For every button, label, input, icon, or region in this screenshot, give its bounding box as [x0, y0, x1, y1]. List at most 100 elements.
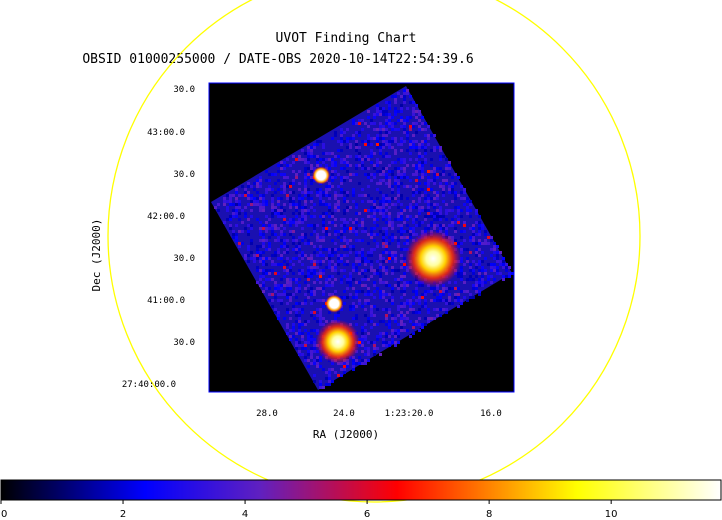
- noise-pixel: [292, 329, 295, 332]
- noise-pixel: [397, 329, 400, 332]
- noise-pixel: [436, 203, 439, 206]
- noise-pixel: [343, 290, 346, 293]
- noise-pixel: [433, 203, 436, 206]
- noise-pixel: [316, 308, 319, 311]
- noise-pixel: [289, 329, 292, 332]
- noise-pixel: [394, 320, 397, 323]
- noise-pixel: [295, 215, 298, 218]
- noise-pixel: [283, 284, 286, 287]
- noise-pixel: [379, 332, 382, 335]
- noise-pixel: [379, 107, 382, 110]
- noise-pixel: [403, 158, 406, 161]
- noise-pixel: [334, 290, 337, 293]
- noise-pixel: [403, 128, 406, 131]
- noise-pixel: [475, 212, 478, 215]
- noise-pixel: [376, 158, 379, 161]
- noise-pixel: [388, 284, 391, 287]
- noise-pixel: [457, 221, 460, 224]
- noise-pixel: [397, 182, 400, 185]
- noise-pixel: [268, 272, 271, 275]
- noise-pixel: [415, 131, 418, 134]
- noise-pixel: [277, 263, 280, 266]
- noise-pixel: [268, 179, 271, 182]
- noise-pixel: [400, 137, 403, 140]
- noise-pixel: [316, 320, 319, 323]
- noise-pixel: [295, 308, 298, 311]
- noise-pixel: [352, 137, 355, 140]
- noise-pixel: [310, 257, 313, 260]
- noise-pixel: [352, 134, 355, 137]
- noise-pixel: [259, 239, 262, 242]
- noise-pixel: [409, 230, 412, 233]
- noise-pixel: [301, 323, 304, 326]
- noise-pixel: [355, 305, 358, 308]
- y-tick-label: 43:00.0: [147, 128, 185, 138]
- noise-pixel: [370, 293, 373, 296]
- noise-pixel: [376, 245, 379, 248]
- noise-pixel: [466, 260, 469, 263]
- noise-pixel: [295, 287, 298, 290]
- noise-pixel: [391, 137, 394, 140]
- noise-pixel: [259, 185, 262, 188]
- noise-pixel: [397, 173, 400, 176]
- noise-pixel: [421, 206, 424, 209]
- noise-pixel: [478, 230, 481, 233]
- noise-pixel: [454, 299, 457, 302]
- noise-pixel: [277, 179, 280, 182]
- noise-pixel: [388, 221, 391, 224]
- noise-pixel: [328, 266, 331, 269]
- noise-pixel: [295, 311, 298, 314]
- noise-pixel: [388, 212, 391, 215]
- noise-pixel: [373, 248, 376, 251]
- noise-pixel: [409, 302, 412, 305]
- noise-pixel: [418, 323, 421, 326]
- noise-pixel: [418, 164, 421, 167]
- noise-pixel: [307, 194, 310, 197]
- noise-pixel: [268, 236, 271, 239]
- noise-pixel: [346, 170, 349, 173]
- noise-pixel: [298, 344, 301, 347]
- noise-pixel: [397, 191, 400, 194]
- noise-pixel: [475, 209, 478, 212]
- noise-pixel: [346, 281, 349, 284]
- noise-pixel: [244, 191, 247, 194]
- noise-pixel: [346, 362, 349, 365]
- noise-pixel: [427, 308, 430, 311]
- noise-pixel: [268, 242, 271, 245]
- noise-pixel: [271, 203, 274, 206]
- noise-pixel: [340, 161, 343, 164]
- noise-pixel: [358, 356, 361, 359]
- noise-pixel: [274, 212, 277, 215]
- noise-pixel: [400, 329, 403, 332]
- noise-pixel: [316, 191, 319, 194]
- noise-pixel: [373, 314, 376, 317]
- noise-pixel: [433, 224, 436, 227]
- noise-pixel: [376, 218, 379, 221]
- noise-pixel: [406, 269, 409, 272]
- noise-pixel: [289, 299, 292, 302]
- noise-pixel: [460, 266, 463, 269]
- noise-pixel: [409, 206, 412, 209]
- noise-pixel: [256, 281, 259, 284]
- noise-pixel: [331, 170, 334, 173]
- noise-pixel: [355, 203, 358, 206]
- noise-pixel: [469, 278, 472, 281]
- noise-pixel: [448, 161, 451, 164]
- noise-pixel: [337, 248, 340, 251]
- noise-pixel: [217, 203, 220, 206]
- noise-pixel: [397, 194, 400, 197]
- noise-pixel: [412, 101, 415, 104]
- noise-pixel: [346, 161, 349, 164]
- noise-pixel: [385, 281, 388, 284]
- noise-pixel: [385, 260, 388, 263]
- noise-pixel: [298, 206, 301, 209]
- noise-pixel: [340, 134, 343, 137]
- noise-pixel: [343, 263, 346, 266]
- noise-pixel: [367, 260, 370, 263]
- noise-pixel: [340, 368, 343, 371]
- noise-pixel: [478, 221, 481, 224]
- noise-pixel: [274, 287, 277, 290]
- noise-pixel: [442, 173, 445, 176]
- noise-pixel: [370, 233, 373, 236]
- noise-pixel: [316, 260, 319, 263]
